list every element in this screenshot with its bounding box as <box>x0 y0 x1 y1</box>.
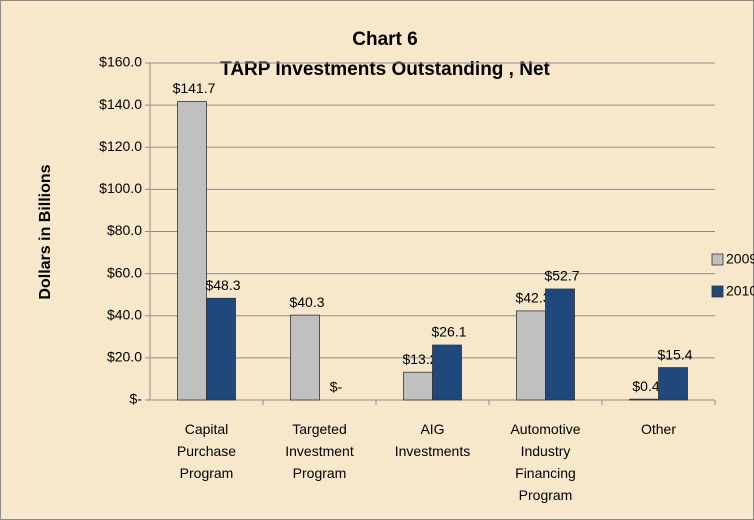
chart-title: Chart 6 <box>352 29 417 50</box>
x-tick-label: Automotive Industry Financing Program <box>510 421 580 503</box>
y-tick-label: $80.0 <box>107 222 142 238</box>
x-tick-label: AIG Investments <box>395 421 470 459</box>
bar <box>177 101 207 401</box>
value-label: $42.3 <box>515 290 550 306</box>
bar <box>658 367 688 401</box>
value-label: $15.4 <box>657 346 692 362</box>
value-label: $141.7 <box>173 80 216 96</box>
y-tick-label: $140.0 <box>99 96 142 112</box>
x-tick-label: Capital Purchase Program <box>177 421 236 481</box>
legend-swatch <box>711 253 724 266</box>
value-label: $52.7 <box>544 268 579 284</box>
value-label: $0.4 <box>632 378 659 394</box>
chart-subtitle: TARP Investments Outstanding , Net <box>220 59 550 80</box>
y-tick-label: $40.0 <box>107 306 142 322</box>
legend-swatch <box>711 285 724 298</box>
y-tick-label: $- <box>130 391 143 407</box>
bar <box>403 371 433 401</box>
bar <box>290 314 320 401</box>
y-axis-label: Dollars in Billions <box>37 164 54 299</box>
y-tick-label: $120.0 <box>99 138 142 154</box>
x-tick-label: Targeted Investment Program <box>285 421 354 481</box>
bar <box>206 297 236 401</box>
value-label: $40.3 <box>289 294 324 310</box>
value-label: $- <box>330 379 343 395</box>
y-tick-label: $60.0 <box>107 264 142 280</box>
value-label: $26.1 <box>431 324 466 340</box>
y-tick-label: $160.0 <box>99 54 142 70</box>
value-label: $48.3 <box>205 277 240 293</box>
legend-label: 2009 <box>726 251 754 267</box>
y-tick-label: $100.0 <box>99 180 142 196</box>
legend-label: 2010 <box>726 283 754 299</box>
bar <box>629 398 659 401</box>
bar <box>545 288 575 401</box>
bar <box>516 310 546 401</box>
bar <box>432 344 462 401</box>
y-tick-label: $20.0 <box>107 349 142 365</box>
value-label: $13.2 <box>402 351 437 367</box>
x-tick-label: Other <box>641 421 676 437</box>
